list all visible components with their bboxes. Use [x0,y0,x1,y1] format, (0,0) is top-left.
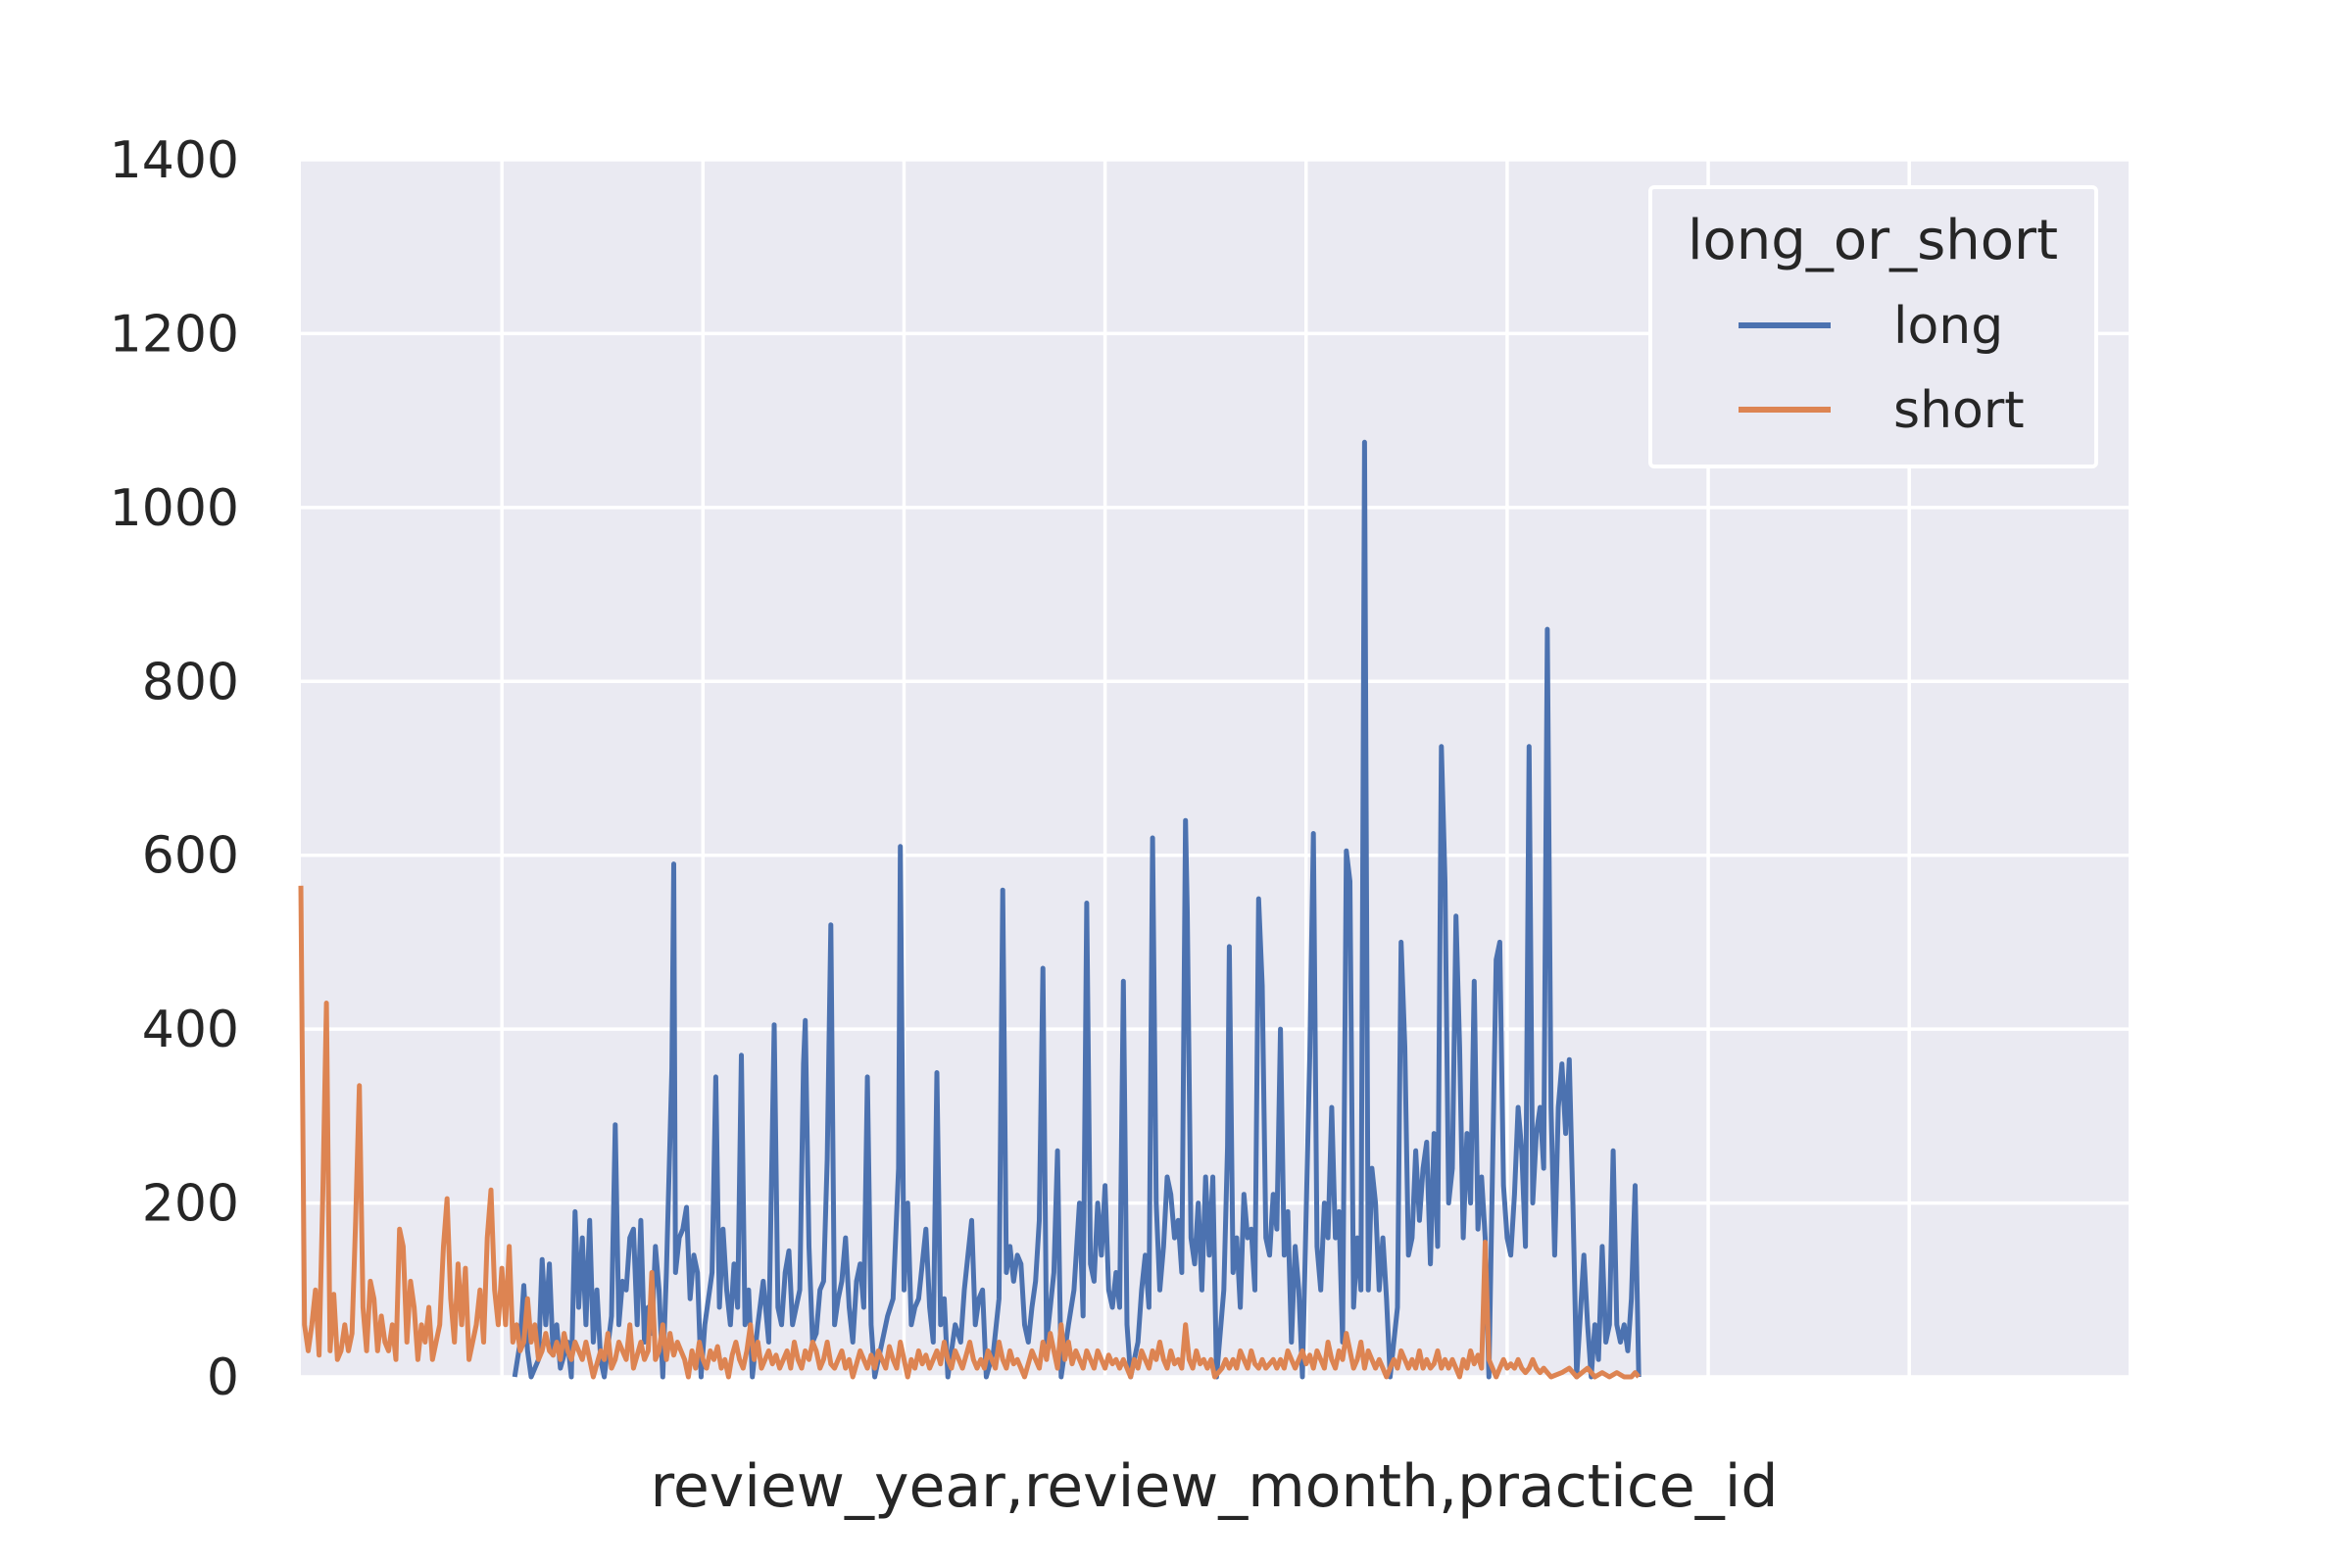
y-tick-label: 1000 [110,479,239,538]
y-tick-label: 800 [142,653,239,711]
y-tick-label: 1200 [110,305,239,364]
y-tick-label: 200 [142,1175,239,1234]
legend-title: long_or_short [1688,209,2058,272]
x-axis-label: review_year,review_month,practice_id [651,1452,1779,1521]
y-tick-label: 1400 [110,131,239,190]
y-tick-label: 0 [207,1348,239,1407]
series-line-short [298,885,1642,1380]
y-tick-label: 400 [142,1001,239,1059]
legend-box [1648,185,2098,468]
legend: long_or_short long short [1648,185,2098,468]
y-axis-ticks: 0 200 400 600 800 1000 1200 1400 [110,131,239,1407]
legend-label-long: long [1893,297,2003,356]
series-layer [298,439,1642,1380]
y-tick-label: 600 [142,827,239,886]
legend-label-short: short [1893,381,2025,440]
